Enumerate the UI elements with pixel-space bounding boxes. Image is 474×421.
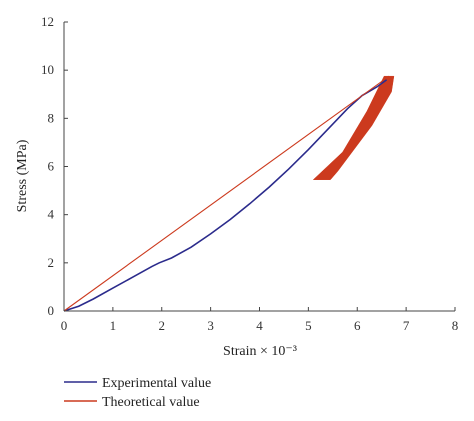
series-line-theoretical [63,75,390,312]
x-tick-label: 7 [403,318,410,333]
x-tick-label: 1 [110,318,117,333]
y-tick-label: 4 [48,207,55,222]
y-tick-label: 12 [41,14,54,29]
x-tick-label: 5 [305,318,312,333]
x-tick-label: 3 [207,318,214,333]
x-tick-label: 4 [256,318,263,333]
series-line-experimental [63,79,388,312]
unloading-band [312,75,395,180]
y-tick-label: 0 [48,303,55,318]
x-tick-label: 6 [354,318,361,333]
y-tick-label: 2 [48,255,55,270]
legend: Experimental value Theoretical value [64,376,211,410]
y-tick-label: 10 [41,62,54,77]
x-tick-label: 0 [61,318,68,333]
y-tick-label: 6 [48,159,55,174]
plot-area [63,75,395,312]
legend-label-experimental: Experimental value [102,376,211,391]
legend-label-theoretical: Theoretical value [102,395,200,410]
x-tick-label: 2 [159,318,166,333]
x-tick-label: 8 [452,318,459,333]
y-axis-title: Stress (MPa) [15,139,30,212]
x-axis-title: Strain × 10⁻³ [223,344,297,359]
y-tick-label: 8 [48,110,55,125]
